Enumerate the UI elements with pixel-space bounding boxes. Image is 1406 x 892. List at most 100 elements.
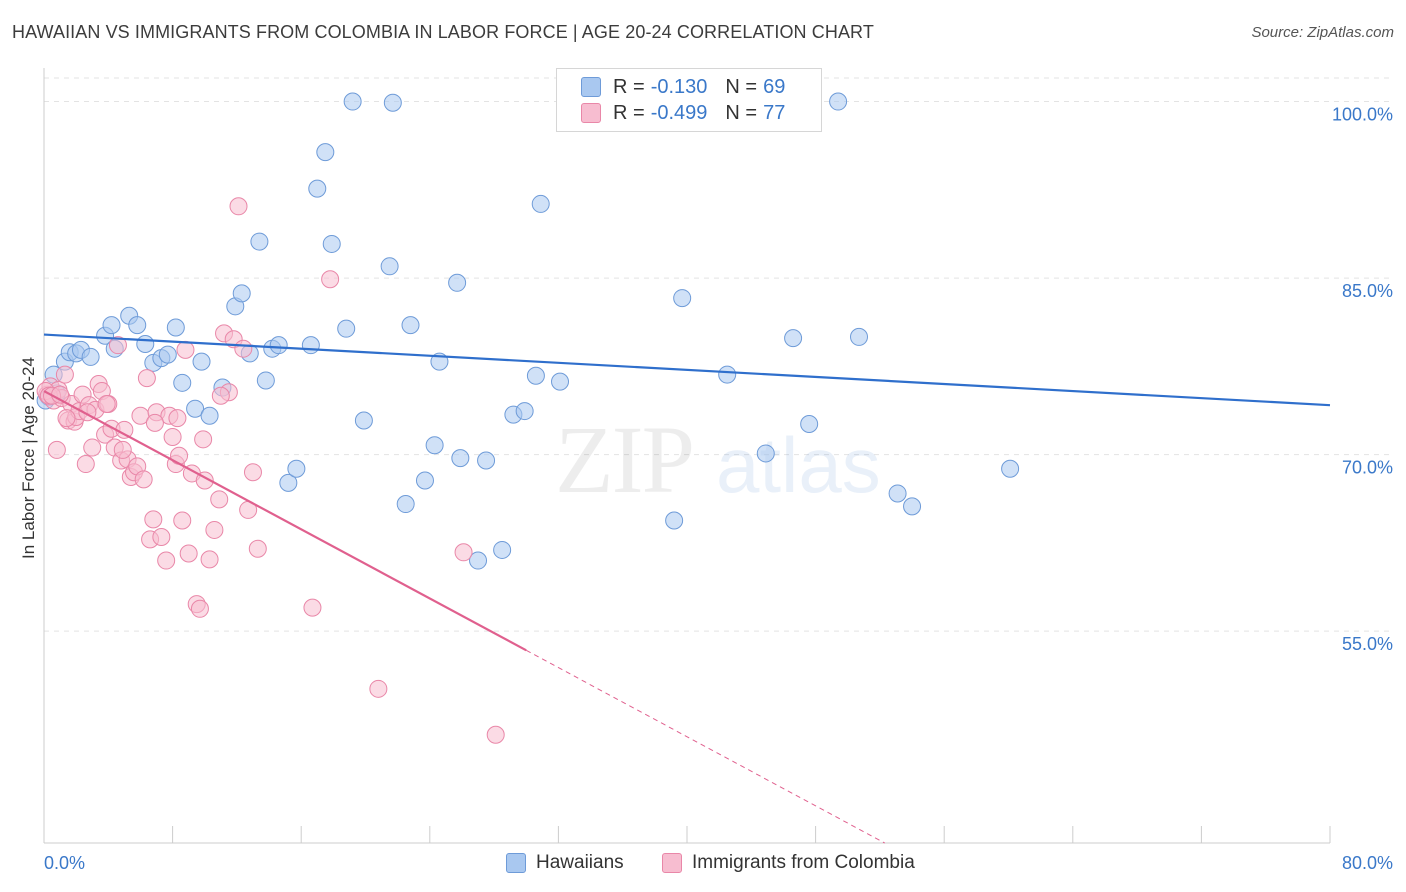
legend-item-hawaiians[interactable]: Hawaiians	[506, 852, 624, 874]
colombia-point	[194, 430, 213, 449]
hawaiian-point	[136, 334, 155, 353]
y-axis-label: In Labor Force | Age 20-24	[19, 357, 38, 559]
hawaiian-point	[256, 371, 275, 390]
y-tick-label: 70.0%	[1342, 458, 1393, 478]
hawaiians-swatch	[581, 77, 601, 97]
hawaiian-point	[800, 415, 819, 434]
y-tick-label: 100.0%	[1332, 105, 1393, 125]
colombia-point	[200, 550, 219, 569]
r-label: R =	[613, 101, 645, 124]
colombia-legend-swatch	[662, 853, 682, 873]
hawaiian-point	[322, 234, 341, 253]
watermark-zip: ZIP	[555, 406, 693, 513]
hawaiian-point	[343, 92, 362, 111]
colombia-point	[205, 520, 224, 539]
colombia-point	[486, 725, 505, 744]
hawaiian-point	[301, 336, 320, 355]
hawaiian-point	[515, 402, 534, 421]
hawaiian-point	[493, 540, 512, 559]
colombia-point	[113, 440, 132, 459]
hawaiian-point	[158, 345, 177, 364]
colombia-point	[47, 440, 66, 459]
colombia-point	[57, 409, 76, 428]
hawaiian-point	[477, 451, 496, 470]
colombia-point	[157, 551, 176, 570]
colombia-point	[137, 369, 156, 388]
colombia-point	[248, 539, 267, 558]
colombia-point	[243, 463, 262, 482]
n-label: N =	[725, 101, 758, 124]
hawaiian-point	[308, 179, 327, 198]
y-tick-label: 55.0%	[1342, 634, 1393, 654]
hawaiian-point	[128, 316, 147, 335]
hawaiian-point	[673, 289, 692, 308]
hawaiian-point	[173, 373, 192, 392]
watermark-atlas: atlas	[716, 421, 881, 509]
colombia-point	[76, 455, 95, 474]
colombia-point	[168, 409, 187, 428]
y-tick-label: 85.0%	[1342, 281, 1393, 301]
colombia-point	[163, 427, 182, 446]
axes	[43, 68, 1331, 844]
stats-row-colombia: R = -0.499 N = 77	[581, 100, 785, 126]
colombia-point	[173, 511, 192, 530]
hawaiian-point	[81, 347, 100, 366]
hawaiian-point	[718, 365, 737, 384]
colombia-point	[170, 446, 189, 465]
colombia-point	[229, 197, 248, 216]
hawaiian-point	[279, 473, 298, 492]
hawaiian-point	[186, 399, 205, 418]
colombia-point	[179, 544, 198, 563]
hawaiian-point	[1001, 459, 1020, 478]
hawaiian-point	[415, 471, 434, 490]
hawaiian-point	[232, 284, 251, 303]
r-label: R =	[613, 75, 645, 98]
hawaiian-point	[396, 495, 415, 514]
hawaiian-point	[102, 316, 121, 335]
hawaiian-point	[425, 436, 444, 455]
hawaiian-point	[784, 329, 803, 348]
r-value: -0.130	[650, 75, 708, 98]
hawaiian-point	[200, 406, 219, 425]
hawaiian-point	[166, 318, 185, 337]
colombia-trend-line	[43, 390, 527, 652]
colombia-point	[190, 599, 209, 618]
colombia-point	[210, 490, 229, 509]
hawaiian-point	[380, 257, 399, 276]
hawaiian-point	[451, 449, 470, 468]
hawaiian-point	[531, 194, 550, 213]
hawaiian-point	[756, 444, 775, 463]
hawaiian-point	[354, 411, 373, 430]
hawaiian-point	[287, 459, 306, 478]
colombia-point	[369, 679, 388, 698]
x-tick-label-left: 0.0%	[44, 853, 85, 873]
colombia-point	[83, 438, 102, 457]
colombia-point	[234, 339, 253, 358]
n-value: 69	[763, 75, 786, 98]
hawaiian-point	[269, 336, 288, 355]
hawaiian-point	[316, 143, 335, 162]
hawaiian-point	[192, 352, 211, 371]
colombia-point	[145, 413, 164, 432]
hawaiian-point	[903, 497, 922, 516]
stats-row-hawaiians: R = -0.130 N = 69	[581, 74, 785, 100]
trend-lines	[43, 333, 1331, 844]
hawaiian-point	[469, 551, 488, 570]
r-value: -0.499	[650, 101, 708, 124]
data-points	[36, 92, 1020, 744]
legend-label: Immigrants from Colombia	[692, 852, 915, 873]
legend-label: Hawaiians	[536, 852, 624, 873]
colombia-point	[108, 336, 127, 355]
n-label: N =	[725, 75, 758, 98]
x-tick-label-right: 80.0%	[1342, 853, 1393, 873]
colombia-point	[321, 270, 340, 289]
colombia-point	[152, 528, 171, 546]
hawaiian-point	[551, 372, 570, 391]
n-value: 77	[763, 101, 786, 124]
hawaiian-point	[250, 232, 269, 251]
hawaiian-point	[526, 366, 545, 385]
colombia-swatch	[581, 103, 601, 123]
legend-item-colombia[interactable]: Immigrants from Colombia	[662, 852, 915, 874]
hawaiian-point	[888, 484, 907, 503]
